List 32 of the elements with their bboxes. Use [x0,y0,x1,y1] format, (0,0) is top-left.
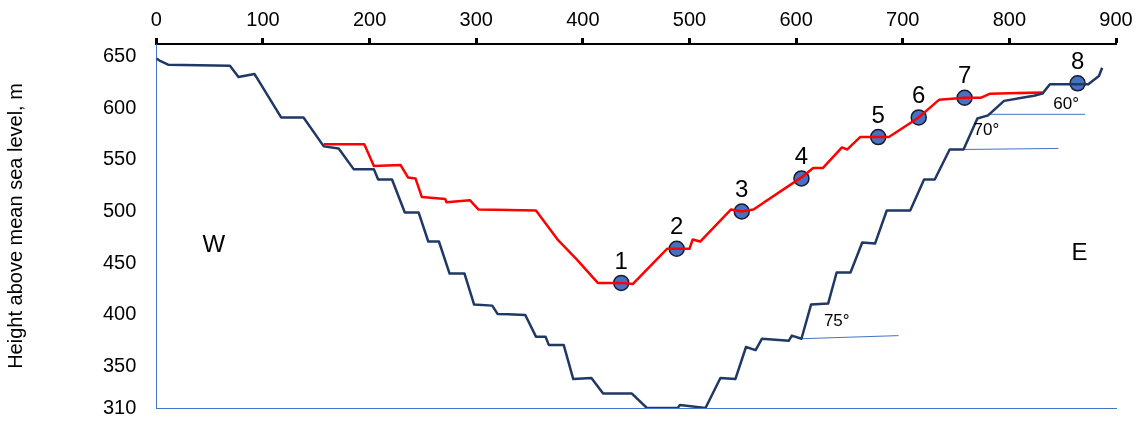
x-tick-label: 700 [886,7,920,30]
y-tick-label: 350 [102,354,137,377]
y-tick-label: 310 [102,395,137,418]
annotation: 3 [735,175,749,203]
annotation: 8 [1070,46,1085,74]
annotation: 5 [871,100,885,128]
annotation: 75° [823,311,850,331]
x-tick-label: 100 [246,7,280,30]
y-axis-title: Height above mean sea level, m [3,83,26,369]
annotation: 2 [670,212,684,240]
x-tick-label: 400 [566,7,600,30]
annotation: 70° [973,119,1000,139]
x-tick-label: 300 [459,7,493,30]
y-tick-label: 450 [102,250,137,273]
annotation: E [1071,237,1088,265]
x-tick-label: 800 [992,7,1027,30]
x-tick-label: 200 [352,7,387,30]
y-tick-label: 500 [102,199,137,222]
x-tick-label: 500 [672,7,707,30]
annotation: 60° [1053,93,1079,113]
annotation: 4 [794,142,809,170]
x-tick-label: 0 [150,7,162,30]
y-tick-label: 650 [102,43,137,66]
annotation: 7 [957,61,972,89]
y-tick-label: 400 [102,302,137,325]
y-tick-label: 600 [102,95,137,118]
y-tick-label: 550 [102,147,137,170]
x-tick-label: 900 [1099,7,1133,30]
annotation: W [202,229,226,257]
annotation: 6 [912,81,926,109]
x-tick-label: 600 [779,7,813,30]
annotation: 1 [614,246,628,274]
